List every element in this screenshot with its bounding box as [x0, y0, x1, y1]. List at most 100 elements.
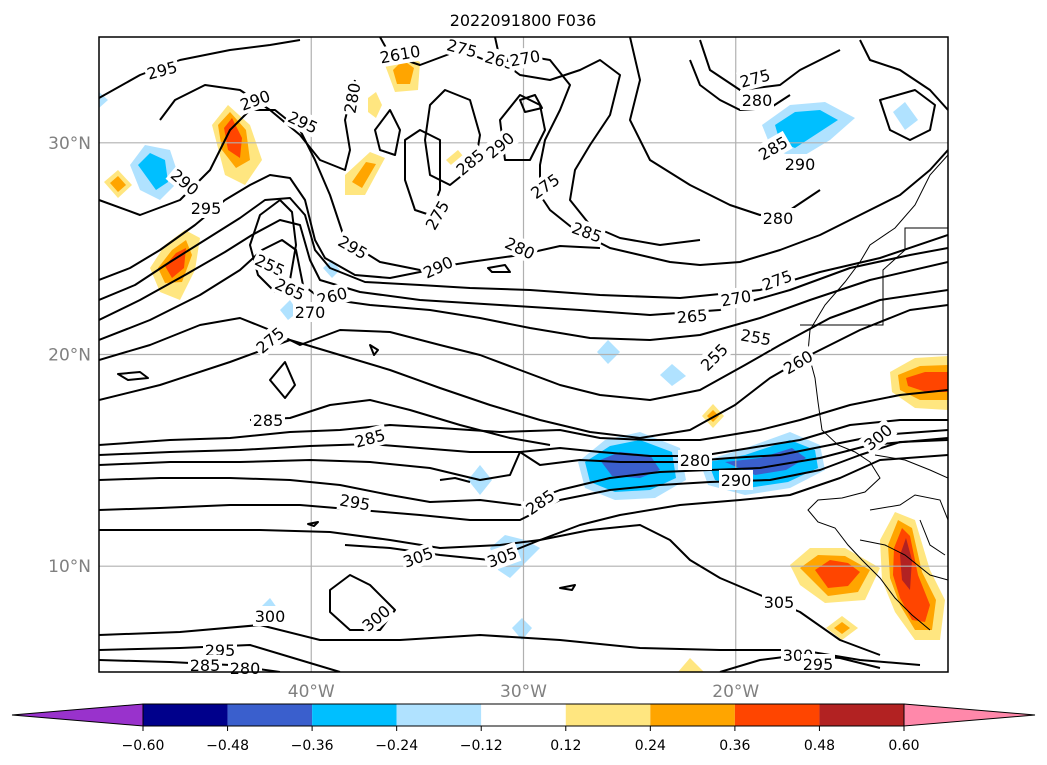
contour-label-bg: [418, 250, 458, 284]
y-axis-ticks: 30°N 20°N 10°N: [48, 134, 91, 577]
chart-title: 2022091800 F036: [450, 11, 597, 30]
x-tick-label: 30°W: [500, 682, 547, 702]
contour-label-group: 290: [783, 154, 817, 174]
shade-patch: [224, 118, 242, 158]
contour-label-bg: [188, 655, 222, 675]
contour-line: [99, 439, 948, 521]
contour-label-bg: [753, 130, 793, 166]
contour-line: [99, 437, 948, 506]
contour-label-bg: [250, 248, 290, 282]
contour-line: [307, 521, 319, 527]
contour-line: [519, 94, 543, 113]
contour-label-bg: [506, 45, 544, 71]
contour-label-bg: [398, 541, 438, 573]
shade-patch: [660, 364, 686, 386]
colorbar-tick-label: 0.36: [719, 738, 750, 754]
contour-label-group: 270: [293, 302, 327, 322]
contour-line: [99, 289, 948, 401]
colorbar: −0.60 −0.48 −0.36 −0.24 −0.12 0.12 0.24 0.36 0.4…: [11, 703, 1036, 754]
contour-label-bg: [250, 321, 290, 359]
contour-line: [494, 37, 701, 246]
contour-line: [99, 429, 948, 481]
contour-label-bg: [339, 79, 365, 117]
colorbar-segment: [481, 704, 566, 726]
border: [859, 539, 948, 581]
contour-label: 265: [676, 306, 708, 328]
contour-label-bg: [567, 216, 607, 248]
x-tick-label: 40°W: [288, 682, 335, 702]
contour-label-group: 285: [251, 410, 285, 430]
contour-label-bg: [778, 344, 818, 380]
contour-label-bg: [762, 592, 796, 612]
contour-label: 290: [721, 471, 752, 490]
y-tick-label: 10°N: [48, 557, 91, 577]
contour-label: 295: [191, 199, 222, 218]
contour-label-bg: [801, 654, 835, 674]
border: [800, 227, 948, 326]
contour-label: 285: [190, 656, 221, 675]
colorbar-tick-label: 0.24: [635, 738, 666, 754]
contour-label-bg: [253, 606, 287, 626]
contour-line: [374, 109, 401, 156]
contour-line: [99, 174, 431, 281]
shade-patch: [352, 162, 376, 188]
contour-label-bg: [165, 163, 205, 201]
contour-label-bg: [419, 195, 455, 235]
contour-line: [487, 264, 511, 273]
contour-label-bg: [283, 105, 323, 139]
shade-patch: [138, 153, 168, 190]
shade-patch: [110, 176, 126, 192]
contour-line: [99, 239, 948, 341]
contour-label-bg: [674, 304, 710, 328]
contour-line: [369, 344, 379, 356]
contour-label-bg: [228, 658, 262, 678]
shade-patch: [678, 658, 704, 672]
contour-label-bg: [189, 198, 223, 218]
colorbar-segment: [819, 704, 904, 726]
contour-line: [499, 94, 546, 161]
contour-line: [117, 371, 149, 381]
shade-patch: [815, 560, 860, 588]
contour-label-bg: [350, 423, 390, 453]
contour-label-bg: [737, 324, 775, 350]
contour-line: [99, 419, 948, 457]
contour-label-bg: [678, 450, 712, 470]
contour-line: [269, 361, 296, 399]
contour-label-bg: [717, 285, 755, 311]
shade-patch: [597, 340, 620, 364]
contour-line: [99, 389, 948, 446]
contour-label: 305: [764, 593, 795, 612]
contour-line: [859, 39, 948, 111]
contour-label-bg: [757, 264, 797, 296]
contour-label-bg: [142, 55, 182, 85]
contour-label-group: 290: [719, 470, 753, 490]
colorbar-segment: [650, 704, 735, 726]
contour-line: [99, 39, 301, 99]
contour-label-bg: [251, 410, 285, 430]
contour-label-group: 285: [188, 655, 222, 675]
contour-label-bg: [761, 208, 795, 228]
contour-label-bg: [293, 302, 327, 322]
colorbar-tick-label: 0.60: [888, 738, 919, 754]
shade-patch: [600, 452, 660, 478]
contour-label-bg: [482, 541, 522, 573]
colorbar-tick-label: −0.36: [291, 738, 334, 754]
shade-patch: [775, 110, 838, 148]
shade-patch: [512, 618, 532, 640]
contour-line: [699, 39, 841, 91]
contour-label-bg: [333, 229, 373, 265]
colorbar-extend-high: [903, 703, 1036, 727]
contour-label-bg: [500, 231, 540, 265]
y-tick-label: 20°N: [48, 346, 91, 366]
y-tick-label: 30°N: [48, 134, 91, 154]
contour-line: [559, 584, 576, 591]
contour-label-group: 265: [674, 304, 710, 328]
contour-label: 280: [742, 91, 773, 110]
contour-label-bg: [735, 63, 775, 93]
contour-label-bg: [356, 599, 396, 637]
contour-line: [99, 454, 948, 549]
shade-patch: [893, 102, 918, 130]
contour-label-bg: [376, 40, 424, 68]
contour-label-bg: [270, 272, 310, 306]
